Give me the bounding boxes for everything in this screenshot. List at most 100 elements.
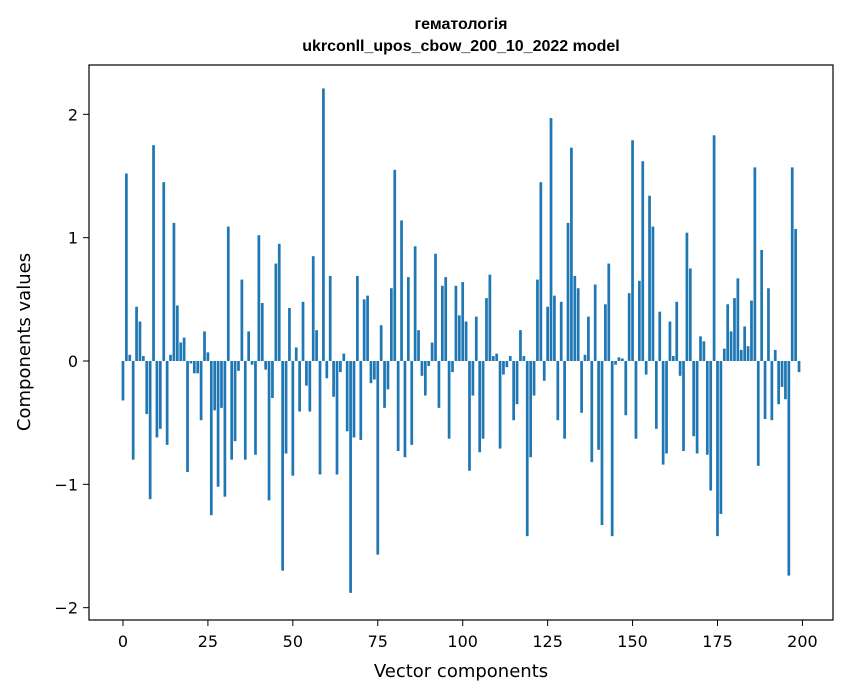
y-tick-label: 1 [68, 229, 78, 248]
bar-1 [125, 173, 128, 361]
bar-158 [658, 311, 662, 361]
bar-123 [539, 182, 543, 361]
bar-93 [437, 361, 441, 408]
bar-154 [644, 361, 648, 375]
bar-45 [274, 263, 278, 361]
bar-43 [267, 361, 271, 501]
bar-145 [614, 361, 617, 365]
bar-65 [342, 353, 346, 361]
bar-187 [756, 361, 760, 466]
bar-80 [393, 169, 397, 361]
bar-49 [288, 307, 291, 361]
bar-188 [760, 250, 764, 361]
bar-103 [471, 361, 475, 396]
bar-17 [179, 342, 183, 361]
bar-115 [512, 361, 516, 421]
bar-131 [566, 222, 570, 361]
plot-frame [88, 64, 834, 621]
bar-24 [203, 331, 206, 361]
bar-88 [420, 361, 424, 376]
bar-62 [332, 361, 335, 397]
bar-53 [301, 301, 305, 361]
bar-15 [172, 222, 176, 361]
bar-36 [243, 361, 247, 460]
bar-194 [780, 361, 784, 387]
bar-89 [423, 361, 427, 396]
bar-98 [454, 285, 458, 361]
bar-40 [257, 235, 261, 361]
bar-41 [260, 303, 264, 361]
bar-118 [522, 356, 526, 361]
bar-83 [403, 361, 407, 458]
bar-5 [138, 321, 142, 361]
bar-190 [767, 288, 770, 361]
bar-142 [604, 304, 607, 361]
bar-46 [277, 243, 281, 361]
bar-166 [685, 232, 689, 361]
bar-138 [590, 361, 594, 463]
bar-4 [135, 306, 138, 361]
bar-11 [158, 361, 162, 429]
bar-69 [356, 275, 359, 361]
y-tick-label: 0 [68, 352, 78, 371]
bar-100 [461, 282, 465, 361]
bar-125 [546, 306, 549, 361]
bar-110 [495, 353, 499, 361]
bar-52 [298, 361, 301, 412]
bar-102 [468, 361, 471, 471]
bar-173 [709, 361, 713, 491]
bar-73 [369, 361, 373, 384]
bar-134 [576, 288, 580, 361]
bar-25 [206, 352, 210, 361]
bar-66 [345, 361, 349, 432]
x-tick-label: 75 [368, 632, 388, 651]
bar-104 [474, 316, 478, 361]
bar-160 [665, 361, 668, 454]
bar-96 [447, 361, 451, 439]
bar-109 [491, 356, 495, 361]
bar-91 [430, 342, 434, 361]
y-axis-ticks: −2 −1 0 1 2 [54, 105, 89, 618]
bar-186 [753, 167, 757, 361]
bar-50 [291, 361, 295, 476]
y-tick-label: −2 [54, 599, 78, 618]
bar-0 [121, 361, 125, 401]
bar-20 [189, 361, 193, 364]
bar-39 [254, 361, 257, 455]
bar-113 [505, 361, 509, 368]
bar-105 [478, 361, 482, 453]
bar-97 [451, 361, 454, 373]
bar-119 [525, 361, 529, 537]
bar-122 [536, 279, 539, 361]
chart-title: гематологія [414, 16, 507, 33]
bar-151 [634, 361, 638, 439]
bar-170 [699, 336, 702, 361]
bar-147 [621, 358, 624, 361]
chart-subtitle: ukrconll_upos_cbow_200_10_2022 model [302, 38, 619, 55]
bar-111 [498, 361, 502, 449]
bar-196 [787, 361, 791, 576]
bar-51 [294, 347, 298, 361]
bar-189 [763, 361, 767, 419]
bar-107 [485, 298, 488, 361]
bar-120 [529, 361, 533, 458]
bar-161 [668, 321, 672, 361]
bar-181 [736, 278, 740, 361]
bar-82 [400, 220, 403, 361]
bar-182 [739, 349, 743, 361]
bar-16 [175, 305, 179, 361]
bar-34 [237, 361, 240, 371]
bar-7 [145, 361, 149, 415]
bar-152 [637, 280, 641, 361]
bar-19 [186, 361, 189, 472]
bar-176 [719, 361, 723, 514]
y-axis-label: Components values [14, 253, 35, 431]
bar-136 [583, 354, 587, 361]
bar-58 [318, 361, 322, 475]
bar-30 [223, 361, 227, 497]
x-tick-label: 100 [447, 632, 478, 651]
bar-195 [784, 361, 787, 400]
bar-76 [379, 325, 383, 361]
bar-56 [311, 256, 315, 361]
